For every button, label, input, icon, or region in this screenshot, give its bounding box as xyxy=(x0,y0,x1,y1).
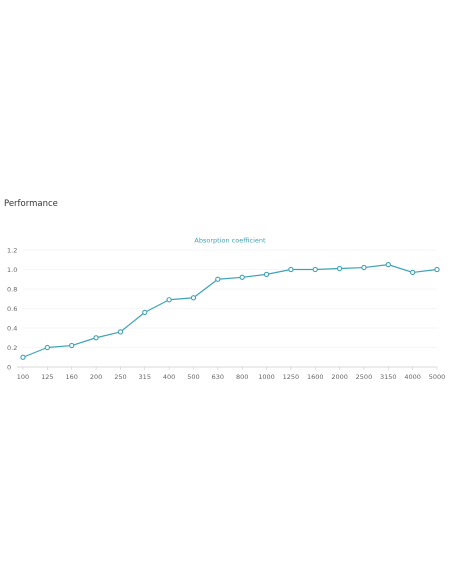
x-tick-label: 5000 xyxy=(429,373,446,381)
data-point[interactable] xyxy=(312,266,318,273)
x-tick-label: 4000 xyxy=(404,373,421,381)
x-tick-label: 200 xyxy=(90,373,102,381)
x-tick-label: 1600 xyxy=(307,373,324,381)
grid-lines xyxy=(23,249,437,348)
data-point[interactable] xyxy=(288,266,294,273)
data-point[interactable] xyxy=(215,276,221,282)
x-tick-label: 2000 xyxy=(331,373,348,381)
data-point[interactable] xyxy=(44,344,51,351)
data-point[interactable] xyxy=(93,335,99,341)
x-tick-label: 100 xyxy=(17,373,29,381)
y-tick-label: 0 xyxy=(7,363,11,371)
data-point[interactable] xyxy=(409,269,416,276)
section-title: Performance xyxy=(4,199,58,209)
data-point[interactable] xyxy=(20,354,26,360)
x-tick-label: 1250 xyxy=(283,373,300,381)
data-point[interactable] xyxy=(190,295,197,301)
data-point[interactable] xyxy=(69,342,75,349)
x-tick-label: 1000 xyxy=(258,373,275,381)
data-point[interactable] xyxy=(263,271,270,278)
legend[interactable]: Absorption coefficient xyxy=(194,237,266,245)
data-point[interactable] xyxy=(361,264,367,271)
y-tick-label: 0.2 xyxy=(7,344,17,352)
data-point[interactable] xyxy=(117,329,124,335)
data-point[interactable] xyxy=(142,309,148,316)
x-tick-label: 2500 xyxy=(356,373,373,381)
x-tick-label: 250 xyxy=(114,373,126,381)
x-tick-label: 800 xyxy=(236,373,248,381)
y-axis-ticks: 0 0.2 0.4 0.6 0.8 1.0 1.2 xyxy=(7,246,17,371)
y-tick-label: 0.6 xyxy=(7,305,17,313)
y-tick-label: 0.8 xyxy=(7,285,17,293)
series-line xyxy=(22,264,438,358)
data-point[interactable] xyxy=(336,265,343,272)
line-chart: 0 0.2 0.4 0.6 0.8 1.0 1.2 100 125 160 200 250 315 40… xyxy=(7,237,445,382)
x-tick-label: 630 xyxy=(212,373,224,381)
y-tick-label: 1.2 xyxy=(7,246,17,254)
data-point[interactable] xyxy=(239,274,245,280)
data-point[interactable] xyxy=(434,266,440,273)
x-axis-ticks: 100 125 160 200 250 315 400 500 630 800 1000 1250 16… xyxy=(17,367,445,381)
x-tick-label: 125 xyxy=(41,373,53,381)
y-tick-label: 0.4 xyxy=(7,324,17,332)
legend-item-absorption-coefficient[interactable]: Absorption coefficient xyxy=(194,237,266,245)
performance-chart: 0 0.2 0.4 0.6 0.8 1.0 1.2 100 125 160 200 250 315 40… xyxy=(0,230,452,390)
x-tick-label: 400 xyxy=(163,373,175,381)
y-tick-label: 1.0 xyxy=(7,266,17,274)
x-tick-label: 160 xyxy=(65,373,77,381)
data-point[interactable] xyxy=(166,297,172,303)
data-point[interactable] xyxy=(385,261,391,268)
x-tick-label: 500 xyxy=(187,373,199,381)
series-layer xyxy=(20,261,440,360)
x-tick-label: 3150 xyxy=(380,373,397,381)
x-tick-label: 315 xyxy=(139,373,151,381)
